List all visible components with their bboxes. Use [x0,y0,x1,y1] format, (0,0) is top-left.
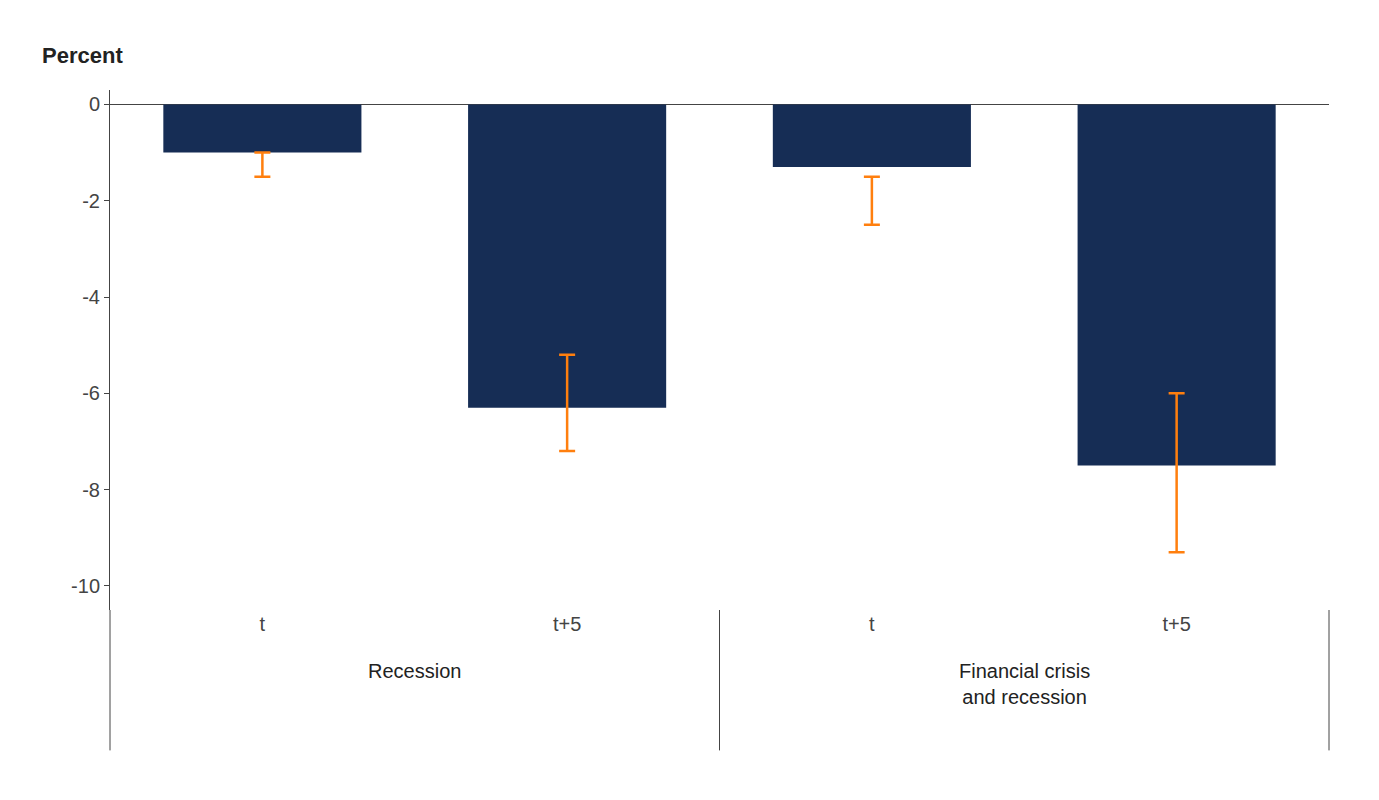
svg-text:-6: -6 [82,382,100,404]
svg-text:0: 0 [89,93,100,115]
svg-text:t: t [260,613,266,635]
svg-text:Percent: Percent [42,43,123,68]
svg-text:t: t [869,613,875,635]
svg-text:-2: -2 [82,190,100,212]
svg-text:Financial crisisand recession: Financial crisisand recession [959,660,1090,708]
svg-text:-4: -4 [82,286,100,308]
svg-text:-8: -8 [82,479,100,501]
svg-text:t+5: t+5 [553,613,581,635]
svg-text:t+5: t+5 [1162,613,1190,635]
svg-text:-10: -10 [71,575,100,597]
svg-text:Recession: Recession [368,660,461,682]
